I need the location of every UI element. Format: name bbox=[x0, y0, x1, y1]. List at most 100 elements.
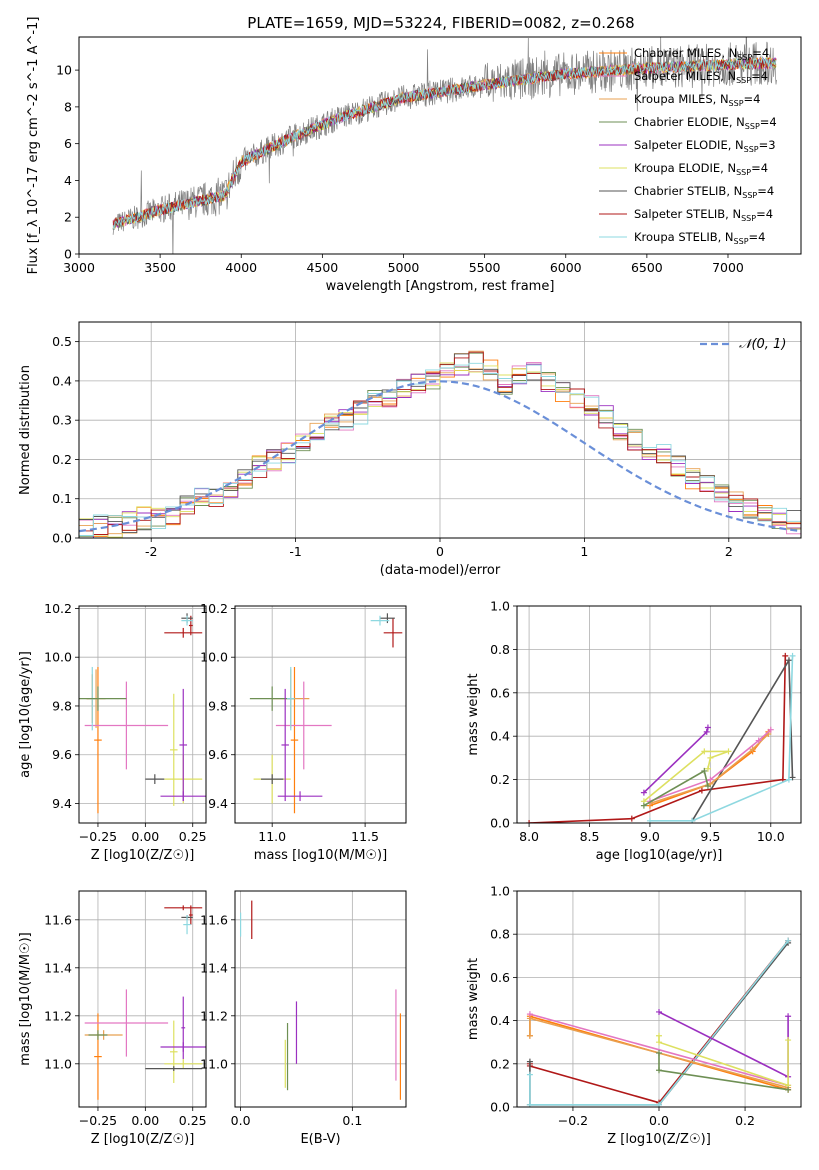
y-axis-label: Normed distribution bbox=[18, 365, 33, 495]
x-tick-label: -2 bbox=[145, 544, 157, 559]
weight-line-kroupa_elodie bbox=[643, 750, 729, 802]
y-tick-label: 0.2 bbox=[52, 452, 72, 467]
weight-marker-salpeter_stelib bbox=[782, 652, 789, 659]
plot-area bbox=[84, 905, 206, 1100]
y-tick-label: 10.0 bbox=[44, 650, 72, 665]
y-tick-label: 9.6 bbox=[52, 747, 72, 762]
weight-marker-kroupa_elodie bbox=[704, 765, 711, 772]
y-tick-label: 11.2 bbox=[44, 1008, 72, 1023]
weight-line-kroupa_miles bbox=[649, 733, 769, 805]
y-tick-label: 6 bbox=[64, 136, 72, 151]
weight-line-salpeter_miles bbox=[529, 1013, 789, 1087]
x-tick-label: 4000 bbox=[225, 260, 257, 275]
axes-frame bbox=[516, 605, 802, 824]
weight-line-salpeter_miles bbox=[649, 729, 772, 803]
axes-residuals: -2 -1 0 1 2 0.0 0.1 0.2 0.3 0.4 0.5 (data-model)/er… bbox=[18, 321, 802, 578]
weight-marker-kroupa_elodie bbox=[725, 748, 732, 755]
x-tick-label: −0.2 bbox=[558, 1113, 588, 1128]
axes-weight_vs_Z: −0.2 0.0 0.2 0.0 0.2 0.4 0.6 0.8 1.0 Z [log10(Z/Z… bbox=[466, 884, 802, 1147]
y-tick-label: 0.2 bbox=[490, 1056, 510, 1071]
y-tick-label: 2 bbox=[64, 210, 72, 225]
weight-marker-chabrier_stelib bbox=[785, 657, 792, 664]
axes-weight_vs_age: 8.0 8.5 9.0 9.5 10.0 0.0 0.2 0.4 0.6 0.8 1.0 age [l… bbox=[466, 599, 802, 863]
weight-marker-salpeter_stelib bbox=[628, 815, 635, 822]
x-axis-label: (data-model)/error bbox=[380, 563, 501, 578]
weight-marker-kroupa_stelib bbox=[785, 937, 792, 944]
x-tick-label: -1 bbox=[289, 544, 301, 559]
axes-frame bbox=[78, 605, 207, 824]
legend-label: Chabrier STELIB, NSSP=4 bbox=[634, 184, 774, 200]
x-tick-label: 11.0 bbox=[258, 829, 286, 844]
axes-frame bbox=[78, 890, 207, 1108]
x-tick-label: 0.1 bbox=[342, 1113, 362, 1128]
weight-marker-chabrier_elodie bbox=[701, 767, 708, 774]
y-tick-label: 9.4 bbox=[208, 796, 228, 811]
axes-frame bbox=[516, 890, 802, 1108]
weight-marker-salpeter_elodie bbox=[704, 724, 711, 731]
figure-title: PLATE=1659, MJD=53224, FIBERID=0082, z=0… bbox=[247, 14, 634, 32]
y-axis-label: mass weight bbox=[466, 673, 481, 755]
x-tick-label: 5000 bbox=[388, 260, 420, 275]
histogram-kroupa_stelib bbox=[79, 362, 801, 536]
plot-area bbox=[249, 613, 403, 814]
y-tick-label: 9.8 bbox=[208, 698, 228, 713]
weight-marker-chabrier_elodie bbox=[656, 1067, 662, 1074]
weight-marker-kroupa_elodie bbox=[707, 754, 714, 761]
x-tick-label: 11.5 bbox=[351, 829, 379, 844]
y-tick-label: 0.0 bbox=[52, 531, 72, 546]
weight-marker-salpeter_elodie bbox=[656, 1008, 662, 1015]
axes-frame bbox=[234, 605, 407, 824]
axes-frame bbox=[78, 36, 802, 255]
weight-marker-salpeter_stelib bbox=[526, 820, 533, 823]
x-axis-label: wavelength [Angstrom, rest frame] bbox=[326, 279, 555, 294]
legend-label: Chabrier ELODIE, NSSP=4 bbox=[634, 115, 777, 131]
x-tick-label: 3500 bbox=[144, 260, 176, 275]
x-tick-label: 0.25 bbox=[179, 1113, 207, 1128]
weight-marker-kroupa_miles bbox=[526, 1032, 533, 1039]
y-axis-label: mass weight bbox=[466, 958, 481, 1040]
y-tick-label: 10.2 bbox=[200, 601, 228, 616]
x-axis-label: E(B-V) bbox=[300, 1132, 340, 1147]
legend-label: Chabrier MILES, NSSP=4 bbox=[634, 46, 769, 62]
legend-label: Salpeter STELIB, NSSP=4 bbox=[634, 207, 773, 223]
axes-mass_vs_Z: −0.25 0.00 0.25 11.0 11.2 11.4 11.6 Z [log10(Z/… bbox=[18, 890, 207, 1147]
y-tick-label: 10 bbox=[56, 63, 72, 78]
legend-label: Kroupa ELODIE, NSSP=4 bbox=[634, 161, 768, 177]
y-tick-label: 10.2 bbox=[44, 601, 72, 616]
weight-marker-kroupa_stelib bbox=[526, 1071, 533, 1078]
legend-label: 𝒩(0, 1) bbox=[739, 337, 786, 352]
axes-frame bbox=[234, 890, 407, 1108]
y-axis-label: Flux [f_λ 10^-17 erg cm^-2 s^-1 A^-1] bbox=[26, 17, 41, 275]
weight-marker-chabrier_elodie bbox=[640, 802, 647, 809]
x-tick-label: −0.25 bbox=[79, 829, 117, 844]
y-tick-label: 11.6 bbox=[200, 912, 228, 927]
y-tick-label: 11.2 bbox=[200, 1008, 228, 1023]
weight-marker-chabrier_stelib bbox=[526, 1058, 533, 1065]
weight-marker-salpeter_miles bbox=[755, 737, 762, 744]
x-tick-label: 3000 bbox=[63, 260, 95, 275]
x-tick-label: 1 bbox=[580, 544, 588, 559]
weight-marker-kroupa_elodie bbox=[656, 1032, 662, 1039]
x-axis-label: Z [log10(Z/Z☉)] bbox=[91, 848, 195, 863]
weight-marker-salpeter_miles bbox=[767, 726, 774, 733]
legend-label: Kroupa STELIB, NSSP=4 bbox=[634, 230, 765, 246]
x-tick-label: 6000 bbox=[550, 260, 582, 275]
plot-area bbox=[239, 900, 402, 1100]
weight-marker-chabrier_elodie bbox=[704, 783, 711, 790]
x-tick-label: 6500 bbox=[631, 260, 663, 275]
weight-marker-salpeter_miles bbox=[526, 1011, 533, 1018]
x-tick-label: 10.0 bbox=[757, 829, 785, 844]
y-tick-label: 10.0 bbox=[200, 650, 228, 665]
plot-area bbox=[526, 937, 792, 1107]
weight-marker-kroupa_miles bbox=[749, 746, 756, 753]
plot-area bbox=[79, 350, 801, 538]
legend-label: Kroupa MILES, NSSP=4 bbox=[634, 92, 760, 108]
weight-marker-salpeter_elodie bbox=[785, 1013, 792, 1020]
y-tick-label: 11.4 bbox=[200, 960, 228, 975]
y-tick-label: 0.3 bbox=[52, 413, 72, 428]
weight-line-kroupa_stelib bbox=[529, 940, 789, 1106]
x-axis-label: Z [log10(Z/Z☉)] bbox=[91, 1132, 195, 1147]
x-tick-label: 8.0 bbox=[519, 829, 539, 844]
x-tick-label: 0.25 bbox=[179, 829, 207, 844]
x-tick-label: 0.00 bbox=[131, 829, 159, 844]
